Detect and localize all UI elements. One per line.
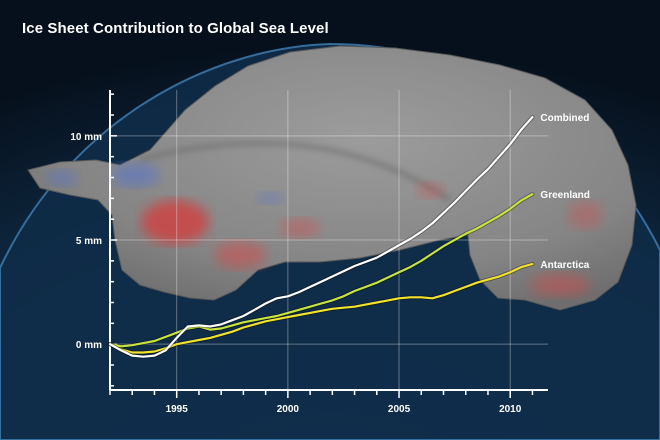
mass-change-patches [46, 163, 603, 297]
x-tick-label: 2000 [277, 404, 300, 415]
loss-region [280, 218, 320, 238]
x-tick-label: 2010 [499, 404, 522, 415]
ice-ridge [139, 140, 452, 203]
series-labels: Antarctica Greenland Combined [540, 113, 589, 271]
gain-region [46, 170, 78, 186]
greenland-label: Greenland [540, 190, 589, 201]
gain-region [111, 163, 159, 187]
loss-region [567, 201, 603, 229]
loss-region [214, 241, 266, 269]
loss-region [141, 200, 209, 244]
chart-title: Ice Sheet Contribution to Global Sea Lev… [22, 20, 329, 37]
combined-label: Combined [540, 113, 589, 124]
antarctica-line [108, 262, 534, 354]
y-tick-label: 10 mm [70, 132, 102, 143]
y-tick-label: 5 mm [76, 236, 102, 247]
x-tick-label: 1995 [166, 404, 189, 415]
combined-line [108, 116, 534, 358]
antarctica-ice-sheet [27, 45, 637, 311]
series-lines [108, 115, 535, 359]
loss-region [416, 182, 444, 198]
loss-region [530, 273, 590, 297]
axes: 0 mm 5 mm 10 mm 1995 2000 2005 2010 [70, 90, 548, 415]
antarctica-label: Antarctica [540, 260, 589, 271]
x-tick-label: 2005 [388, 404, 411, 415]
y-tick-label: 0 mm [76, 340, 102, 351]
gain-region [256, 192, 284, 204]
greenland-line [108, 193, 534, 348]
